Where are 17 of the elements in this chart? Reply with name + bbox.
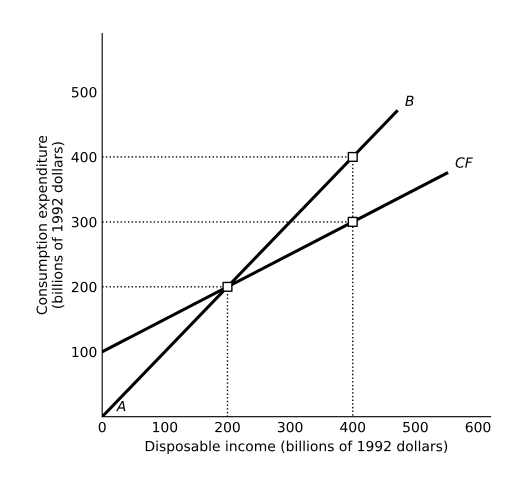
x-tick-label: 0	[98, 422, 106, 432]
x-tick-label: 400	[340, 422, 366, 432]
x-tick-label: 500	[403, 422, 428, 432]
x-tick-label: 600	[466, 422, 490, 432]
y-tick-label: 200	[72, 282, 96, 292]
annotation: CF	[456, 157, 473, 168]
x-axis-title: Disposable income (billions of 1992 dollars)	[146, 440, 448, 454]
y-tick-label: 100	[72, 346, 96, 358]
annotation: A	[116, 401, 126, 412]
y-axis-title: Consumption expenditure (billions of 1992 dollars)	[36, 136, 64, 314]
x-tick-label: 100	[153, 422, 178, 432]
x-tick-label: 300	[278, 422, 302, 432]
x-tick-label: 200	[215, 422, 240, 432]
y-tick-label: 500	[72, 86, 96, 98]
annotation: B	[405, 96, 414, 106]
y-tick-label: 400	[72, 152, 96, 162]
y-tick-label: 300	[72, 216, 96, 228]
